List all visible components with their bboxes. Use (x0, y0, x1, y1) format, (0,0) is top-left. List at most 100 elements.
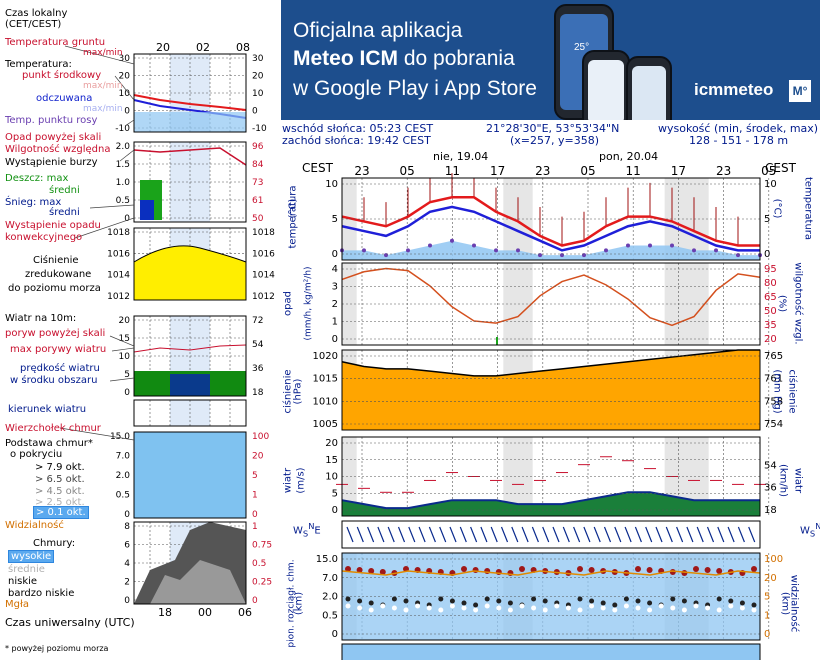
legend-feels-maxmin: max/min (83, 104, 123, 114)
hour-tick-label: 11 (445, 164, 460, 178)
cloud-base-dot (449, 598, 455, 604)
legend-temp-maxmin: max/min (83, 81, 123, 91)
wind-dir-arrow (634, 526, 642, 543)
wind-dir-arrow (696, 526, 704, 543)
wind-dir-arrow (377, 526, 385, 543)
wind-dir-arrow (531, 526, 539, 543)
dew-point-dot (714, 248, 718, 253)
app-banner[interactable]: Oficjalna aplikacja Meteo ICM do pobrani… (281, 0, 820, 120)
legend-tick-right: 0 (252, 107, 258, 117)
hour-tick-label: 17 (490, 164, 505, 178)
cloud-base-dot (368, 600, 374, 606)
cloud-base-dot-light (658, 603, 664, 609)
temp-panel-tick-right: 10 (764, 179, 777, 190)
legend-tick-right: 0.5 (252, 559, 266, 569)
wind-panel-tick-left: 10 (325, 472, 338, 483)
wind-dir-arrow (470, 526, 478, 543)
wind-panel-tick-left: 0 (332, 505, 338, 516)
cloud-base-dot-light (542, 607, 548, 613)
legend-tick-left: 5 (124, 370, 130, 380)
legend-clouds: Chmury: (33, 538, 76, 549)
wind-dir-arrow (748, 526, 756, 543)
legend-tick-right: 18 (252, 388, 264, 398)
cloud-panel-tick-right: 1 (764, 610, 770, 621)
legend-tick-right: 30 (252, 54, 264, 64)
cloud-base-dot-light (612, 607, 618, 613)
legend-top-tick: 08 (236, 41, 250, 54)
wind-dir-arrow (387, 526, 395, 543)
legend-tick-left: 0 (124, 596, 130, 606)
cloud-top-dot (577, 566, 583, 572)
legend-gust-above: poryw powyżej skali (5, 328, 106, 339)
legend-tick-right: 1 (252, 522, 258, 532)
wind-dir-arrow (490, 526, 498, 543)
wind-dir-arrow (655, 526, 663, 543)
cloud-panel-tick-right: 0 (764, 629, 770, 640)
cloud-top-dot (716, 568, 723, 574)
cloud-top-dot (368, 568, 375, 574)
legend-cloud-base2: o pokryciu (10, 449, 63, 460)
legend-low: niskie (8, 576, 38, 587)
cloud-base-dot-light (739, 605, 745, 611)
precip-panel-tick-right: 20 (764, 334, 777, 345)
legend-tick-right: 1 (252, 491, 258, 501)
wind-kmh-unit: (km/h) (777, 463, 789, 498)
legend-humidity-line (133, 147, 247, 166)
cloud-base-dot-light (368, 607, 374, 613)
altitude-label: wysokość (min, środek, max) (658, 122, 819, 135)
legend-snow-max: Śnieg: max (5, 197, 62, 208)
cloud-base-dot-light (415, 603, 421, 609)
legend-tick-left: 7.0 (116, 452, 131, 462)
press-panel-tick-left: 1015 (313, 374, 338, 385)
legend-okt2: > 6.5 okt. (35, 474, 85, 485)
legend-tick-right: 54 (252, 340, 264, 350)
press-panel-tick-left: 1020 (313, 351, 338, 362)
cloud-panel-tick-left: 2.0 (322, 592, 338, 603)
press-panel-tick-left: 1005 (313, 419, 338, 430)
cloud-base-dot (612, 602, 618, 608)
legend-panel-border (133, 141, 247, 223)
legend-footnote: * powyżej poziomu morza (5, 644, 109, 653)
cloud-top-dot (519, 566, 525, 572)
compass-right: WSNE (800, 521, 820, 539)
legend-wind: Wiatr na 10m: (5, 313, 77, 324)
wind-dir-arrow (418, 526, 426, 543)
legend-tick-left: -10 (115, 124, 130, 134)
legend-tick-right: 61 (252, 196, 263, 206)
dew-point-dot (406, 248, 410, 253)
cloud-base-dot (542, 598, 548, 604)
cloud-base-dot (751, 602, 757, 608)
legend-gust-line (133, 344, 247, 353)
wind-dir-arrow (459, 526, 467, 543)
legend-tick-right: 72 (252, 316, 263, 326)
legend-tick-right: 20 (252, 72, 264, 82)
legend-tick-left: 0.5 (116, 196, 130, 206)
wind-panel-tick-left: 15 (325, 455, 338, 466)
legend-humidity: Wilgotność względna (5, 144, 111, 155)
cloud-base-dot-light (705, 605, 711, 611)
cest-left: CEST (302, 161, 333, 175)
legend-tick-left: 15 (119, 334, 130, 344)
legend-tick-left: 20 (119, 72, 131, 82)
hour-tick-label: 05 (580, 164, 595, 178)
legend-utc: Czas uniwersalny (UTC) (5, 616, 135, 629)
wind-dir-arrow (624, 526, 632, 543)
wind-kmh-label: wiatr (792, 467, 804, 494)
cloud-top-dot (379, 569, 386, 575)
legend-tick-left: 1.0 (116, 178, 131, 188)
dew-point-dot (516, 248, 520, 253)
legend-tick-left: 4 (124, 559, 130, 569)
cloud-top-dot (751, 566, 757, 572)
wind-panel-tick-left: 5 (332, 488, 338, 499)
legend-tick-left: 20 (119, 316, 131, 326)
wind-dir-arrow (500, 526, 509, 543)
legend-tick-left: 1018 (107, 228, 130, 238)
dew-point-dot (626, 243, 630, 248)
dew-point-dot (494, 248, 498, 253)
wind-dir-arrow (346, 526, 354, 543)
legend-tick-right: -10 (252, 124, 267, 134)
wind-dir-frame (341, 520, 761, 549)
hour-tick-label: 17 (671, 164, 686, 178)
wind-dir-arrow (593, 526, 601, 543)
press-mm-unit: (mm Hg) (771, 369, 783, 414)
